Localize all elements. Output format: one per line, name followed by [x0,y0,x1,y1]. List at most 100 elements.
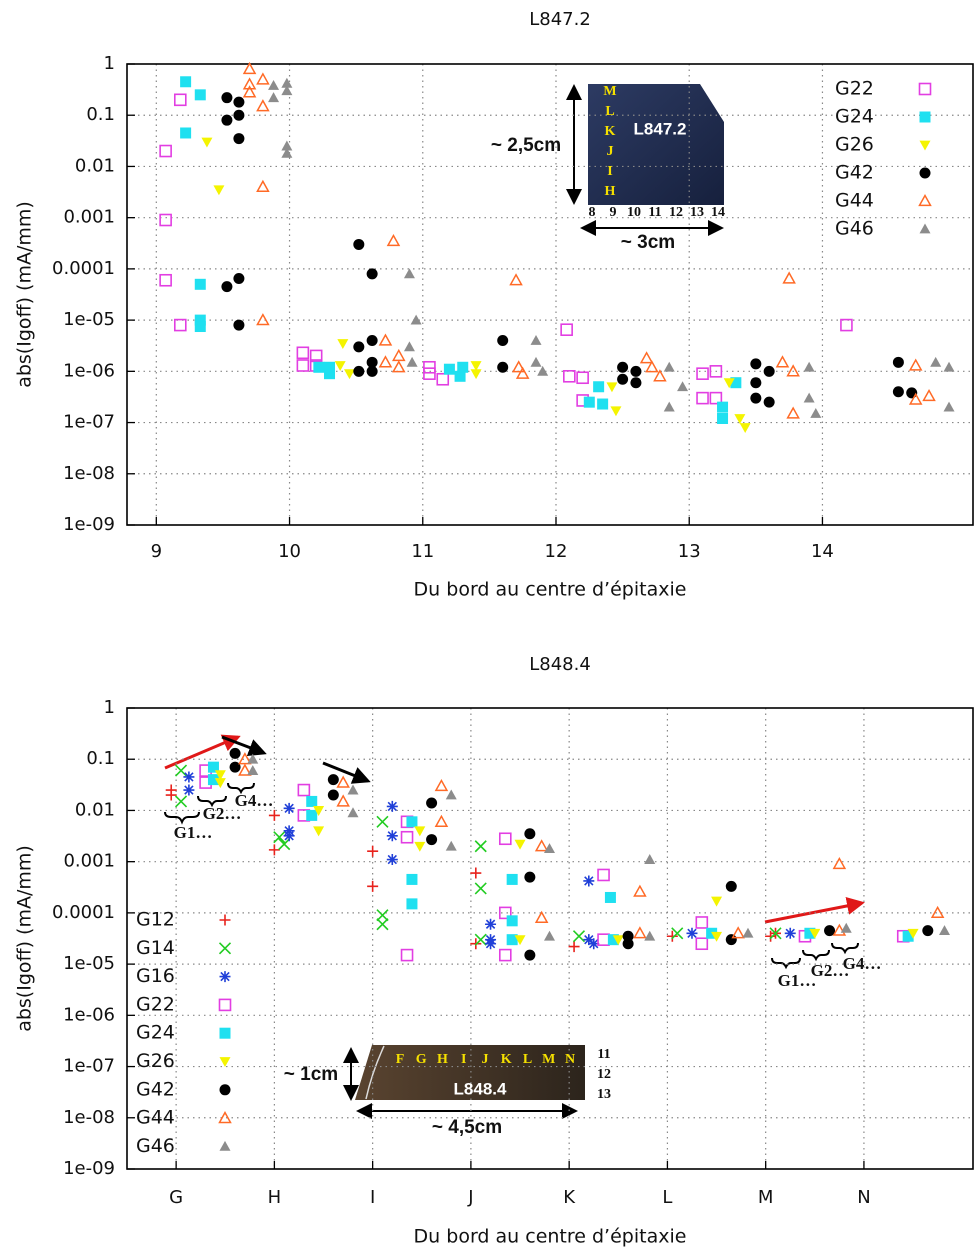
inset-col-label: 10 [627,205,641,220]
y-tick-label: 0.01 [75,155,115,176]
data-point [214,778,226,789]
data-point [233,319,245,331]
data-point [610,406,622,417]
data-point [366,268,378,280]
data-point [597,933,610,946]
legend-label: G22 [136,993,175,1015]
data-point [671,927,684,940]
data-point [201,137,213,148]
data-point [309,349,323,363]
inset-row-label: 11 [597,1047,610,1062]
data-point [663,401,675,412]
data-point [717,401,729,413]
legend-label: G42 [835,162,874,184]
data-point [630,365,642,377]
data-point [281,140,293,151]
data-point [283,830,295,842]
data-point [366,334,378,346]
data-point [336,775,350,788]
data-point [784,927,796,939]
y-tick-label: 0.01 [75,799,115,820]
y-tick-label: 1e-09 [63,514,115,535]
data-point [207,774,219,786]
data-point [414,826,426,837]
brackets [164,782,859,970]
data-point [247,753,259,764]
data-point [534,910,549,924]
data-point [832,856,847,870]
x-tick-label: 10 [278,541,301,562]
data-point [622,938,634,950]
inset-col-label: M [542,1052,555,1067]
data-point [268,92,280,103]
data-point [810,408,822,418]
inset-row-label: H [605,184,616,199]
data-point [173,318,187,332]
data-point [268,844,280,856]
wafer-edge [365,1045,385,1100]
x-tick-label: H [268,1187,282,1208]
data-point [617,373,629,385]
inset-height: ~ 2,5cm [491,135,561,156]
data-point [306,809,318,821]
data-point [509,273,523,286]
data-point [283,802,295,814]
data-point [378,333,393,346]
data-point [633,926,647,939]
group-label: G2… [811,961,850,980]
data-point [410,314,422,325]
legend-label: G26 [835,134,874,156]
plot-frame [126,707,974,1170]
y-tick-label: 1 [104,53,115,74]
wafer-photo [355,1045,585,1100]
data-point [537,365,549,376]
y-axis-label: abs(Igoff) (mA/mm) [14,201,36,388]
data-point [498,906,512,920]
data-point [612,935,624,946]
data-point [474,933,487,946]
data-point [324,361,336,373]
y-tick-label: 1e-07 [63,1056,115,1077]
x-tick-label: M [758,1187,774,1208]
data-point [306,795,318,807]
data-point [281,85,293,96]
data-point [281,77,293,88]
inset-col-label: N [565,1052,575,1067]
data-point [723,378,735,389]
inset-col-label: F [396,1052,405,1067]
y-tick-label: 1e-06 [63,360,115,381]
y-tick-label: 1e-07 [63,412,115,433]
inset-col-label: H [437,1052,448,1067]
data-point [296,346,310,360]
data-point [414,841,426,852]
y-tick-label: 0.1 [86,104,115,125]
data-point [327,774,339,786]
data-point [221,92,233,104]
data-point [174,795,188,808]
data-point [445,789,457,800]
x-tick-label: 12 [545,541,568,562]
data-point [511,360,526,373]
data-point [907,928,919,939]
inset-col-label: 11 [648,205,661,220]
legend-marker [918,193,932,207]
data-point [725,934,737,946]
data-point [406,356,418,367]
data-point [922,925,934,937]
legend-marker [919,111,931,123]
data-point [892,386,904,398]
data-point [588,938,600,950]
data-point [824,925,836,937]
y-tick-label: 1e-09 [63,1158,115,1179]
data-point [268,80,280,90]
data-point [214,770,226,781]
data-point [229,761,241,773]
data-point [677,381,689,392]
legend-label: G46 [136,1135,175,1157]
y-tick-label: 1e-05 [63,309,115,330]
data-point [803,392,815,403]
data-point [392,360,406,373]
data-point [400,830,414,844]
legend-marker [219,1057,231,1067]
trend-arrow [322,761,371,784]
